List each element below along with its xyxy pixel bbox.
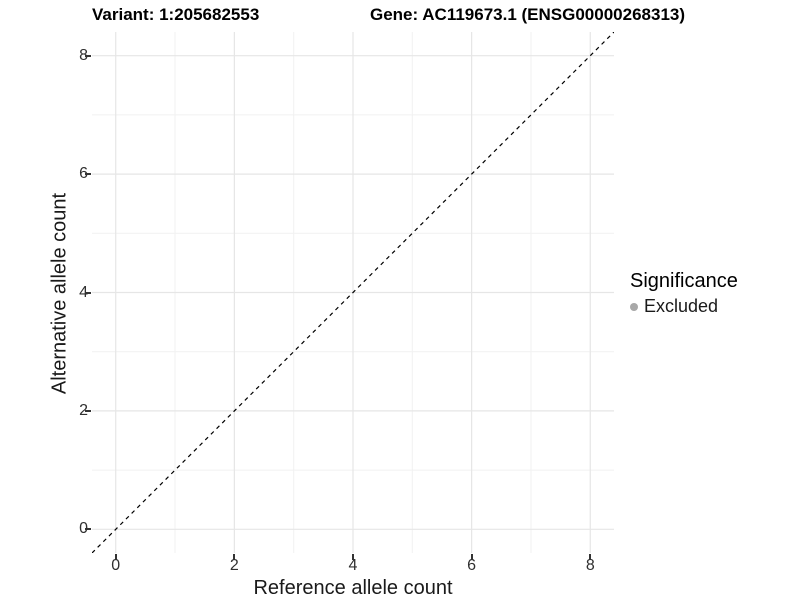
x-tick-mark [114, 554, 117, 560]
y-tick-label: 0 [79, 520, 88, 538]
legend-dot-icon [630, 302, 638, 311]
y-axis-line [91, 30, 93, 554]
y-tick-label: 8 [79, 46, 88, 64]
legend-entry-label: Excluded [644, 296, 719, 316]
legend-title: Significance [630, 270, 738, 292]
y-tick-mark [85, 54, 91, 57]
y-tick-label: 6 [79, 165, 88, 183]
y-tick-mark [85, 409, 91, 412]
gene-title: Gene: AC119673.1 (ENSG00000268313) [370, 5, 686, 24]
panel-canvas [91, 31, 615, 554]
y-tick-mark [85, 173, 91, 176]
x-axis-title: Reference allele count [253, 577, 453, 599]
y-tick-label: 2 [79, 401, 88, 419]
x-tick-label: 4 [348, 557, 358, 574]
legend-entry: Excluded [630, 296, 795, 317]
y-tick-mark [85, 528, 91, 531]
x-tick-mark [233, 554, 236, 560]
x-tick-label: 6 [467, 557, 477, 574]
legend-entries: Excluded [630, 296, 795, 317]
x-tick-mark [589, 554, 592, 560]
y-tick-mark [85, 291, 91, 294]
y-tick-label: 4 [79, 283, 88, 301]
x-tick-mark [470, 554, 473, 560]
x-tick-label: 2 [229, 557, 239, 574]
variant-title: Variant: 1:205682553 [92, 5, 260, 24]
legend: Significance Excluded [630, 270, 795, 317]
plot-panel [91, 31, 615, 554]
y-axis-title: Alternative allele count [48, 192, 71, 395]
x-tick-mark [352, 554, 354, 560]
x-tick-label: 8 [585, 557, 595, 574]
x-tick-label: 0 [111, 557, 121, 574]
